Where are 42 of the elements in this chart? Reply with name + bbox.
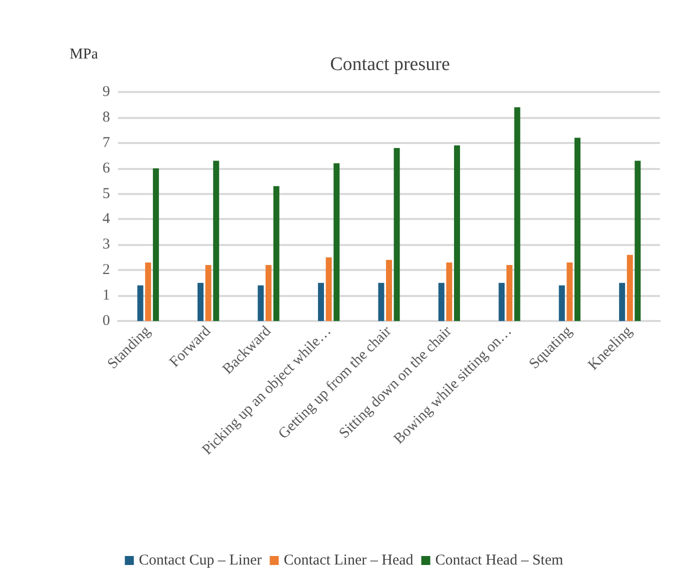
legend-label: Contact Liner – Head	[284, 552, 414, 568]
bar	[574, 138, 580, 321]
legend-label: Contact Cup – Liner	[138, 552, 262, 568]
bar	[198, 282, 204, 321]
y-tick-label: 2	[102, 262, 110, 278]
bar	[378, 282, 384, 321]
y-tick-label: 5	[102, 186, 110, 202]
bar	[394, 148, 400, 321]
y-tick-label: 3	[102, 236, 110, 253]
y-tick-label: 0	[102, 313, 110, 329]
bar	[258, 285, 264, 321]
bar	[386, 260, 392, 321]
bar	[506, 265, 512, 321]
bar	[438, 282, 444, 321]
y-tick-label: 1	[102, 288, 110, 304]
bar	[205, 265, 212, 321]
bar	[266, 265, 272, 321]
bar	[626, 254, 633, 321]
y-tick-label: 6	[102, 160, 110, 176]
bar	[446, 262, 452, 321]
bar	[145, 262, 152, 321]
y-tick-label: 8	[102, 109, 110, 126]
y-tick-label: 9	[102, 84, 110, 100]
y-tick-label: 4	[102, 211, 110, 228]
bar	[558, 285, 565, 321]
bar	[566, 262, 573, 321]
bar	[498, 282, 505, 321]
bar	[137, 285, 144, 321]
legend-label: Contact Head – Stem	[435, 552, 564, 568]
bar	[273, 186, 280, 321]
bar	[334, 163, 340, 321]
bar	[634, 160, 641, 321]
bar	[318, 282, 324, 321]
y-tick-label: 7	[102, 134, 110, 151]
bar	[514, 107, 520, 321]
chart-title: Contact presure	[330, 54, 450, 75]
bar	[152, 168, 159, 321]
bar	[213, 160, 220, 321]
bar	[454, 145, 460, 321]
y-axis-title: MPa	[70, 46, 98, 62]
bar	[326, 257, 332, 321]
bar	[619, 282, 626, 321]
